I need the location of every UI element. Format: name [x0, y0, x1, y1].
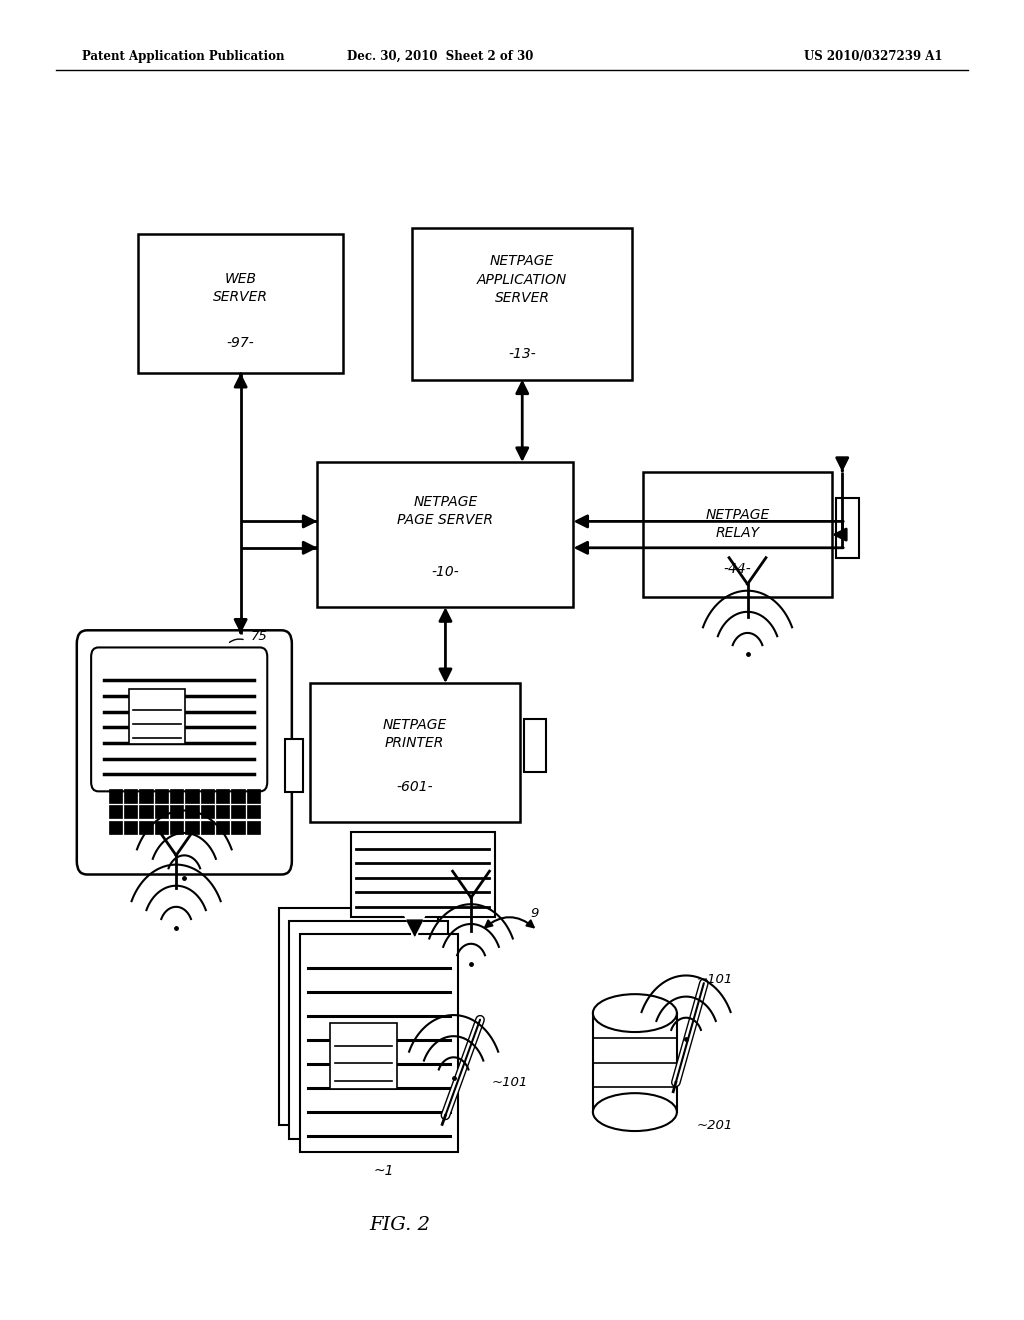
Bar	[247, 805, 260, 818]
Bar	[201, 805, 214, 818]
Text: ~201: ~201	[696, 1118, 732, 1131]
Bar	[216, 805, 229, 818]
Bar	[124, 805, 137, 818]
Bar	[247, 821, 260, 834]
Bar	[109, 805, 122, 818]
Bar	[138, 235, 343, 372]
Text: -97-: -97-	[226, 337, 255, 350]
Bar	[231, 821, 245, 834]
Bar	[201, 821, 214, 834]
Bar	[139, 789, 153, 803]
FancyBboxPatch shape	[77, 631, 292, 875]
Bar	[109, 821, 122, 834]
Text: 9: 9	[530, 907, 539, 920]
Text: Dec. 30, 2010  Sheet 2 of 30: Dec. 30, 2010 Sheet 2 of 30	[347, 50, 534, 63]
Bar	[124, 789, 137, 803]
Bar	[310, 684, 520, 821]
Bar	[289, 921, 449, 1138]
Bar	[155, 805, 168, 818]
Bar	[524, 719, 547, 772]
Bar	[185, 821, 199, 834]
Text: 75: 75	[251, 630, 267, 643]
Text: NETPAGE
RELAY: NETPAGE RELAY	[706, 508, 769, 540]
Text: US 2010/0327239 A1: US 2010/0327239 A1	[804, 50, 942, 63]
Bar	[170, 789, 183, 803]
Bar	[155, 789, 168, 803]
Bar	[231, 805, 245, 818]
Text: -601-: -601-	[396, 780, 433, 793]
Bar	[836, 498, 858, 557]
Bar	[299, 935, 459, 1151]
Bar	[109, 789, 122, 803]
Bar	[330, 1023, 397, 1089]
Bar	[139, 821, 153, 834]
Bar	[170, 821, 183, 834]
Bar	[231, 789, 245, 803]
Bar	[170, 805, 183, 818]
FancyBboxPatch shape	[91, 647, 267, 791]
Bar	[351, 832, 495, 917]
Bar	[285, 739, 303, 792]
Text: ~101: ~101	[696, 973, 732, 986]
Bar	[216, 821, 229, 834]
Bar	[643, 473, 831, 597]
Bar	[185, 805, 199, 818]
Bar	[201, 789, 214, 803]
Bar	[412, 227, 633, 380]
Text: -10-: -10-	[431, 565, 460, 578]
Text: -44-: -44-	[723, 562, 752, 576]
Bar	[129, 689, 184, 744]
Ellipse shape	[593, 994, 677, 1032]
Text: Patent Application Publication: Patent Application Publication	[82, 50, 285, 63]
Bar	[185, 789, 199, 803]
Text: ~1: ~1	[374, 1164, 394, 1177]
Bar	[124, 821, 137, 834]
Ellipse shape	[593, 1093, 677, 1131]
Bar	[593, 1014, 677, 1111]
Text: FIG. 2: FIG. 2	[369, 1216, 430, 1234]
Bar	[247, 789, 260, 803]
Text: WEB
SERVER: WEB SERVER	[213, 272, 268, 304]
Bar	[139, 805, 153, 818]
Text: NETPAGE
APPLICATION
SERVER: NETPAGE APPLICATION SERVER	[477, 255, 567, 305]
Bar	[216, 789, 229, 803]
Text: -13-: -13-	[508, 347, 537, 360]
Text: NETPAGE
PAGE SERVER: NETPAGE PAGE SERVER	[397, 495, 494, 527]
Text: ~101: ~101	[492, 1076, 527, 1089]
Bar	[155, 821, 168, 834]
Text: NETPAGE
PRINTER: NETPAGE PRINTER	[383, 718, 446, 750]
Bar	[317, 462, 573, 607]
Bar	[279, 908, 438, 1125]
